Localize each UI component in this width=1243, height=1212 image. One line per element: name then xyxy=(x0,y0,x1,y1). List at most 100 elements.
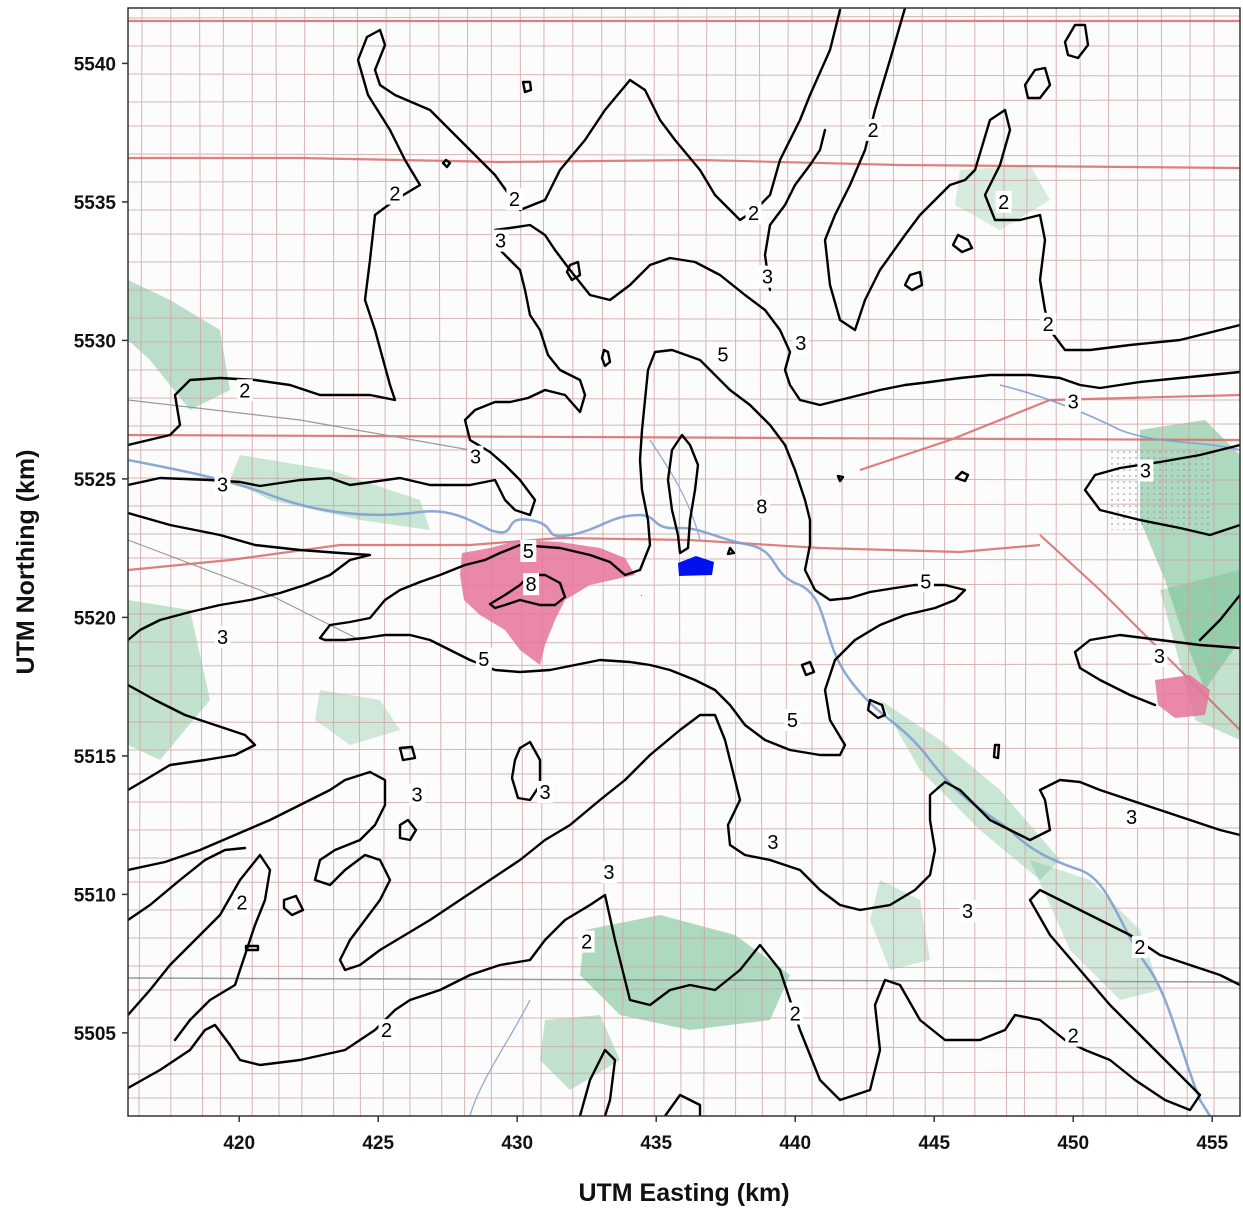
grid-road xyxy=(128,827,1240,831)
contour-label-3: 3 xyxy=(495,231,506,253)
contour-line-8 xyxy=(488,573,567,610)
contour-closed xyxy=(441,158,452,169)
grid-road xyxy=(1023,8,1028,1116)
contour-label-3: 3 xyxy=(603,862,614,884)
contour-label-background xyxy=(1065,390,1082,413)
contour-label-3: 3 xyxy=(217,627,228,649)
highway xyxy=(859,393,1240,472)
vegetation-patch xyxy=(315,690,400,745)
grid-road xyxy=(1160,8,1165,1116)
brandon-city-area xyxy=(460,540,635,665)
grid-road xyxy=(1186,8,1191,1116)
contour-label-background xyxy=(787,1002,804,1025)
x-axis: 420 425 430 435 440 445 450 455 xyxy=(223,1116,1228,1154)
contour-label-2: 2 xyxy=(389,184,400,206)
creek xyxy=(999,384,1240,451)
highway xyxy=(128,536,1041,572)
x-tick-label: 455 xyxy=(1196,1133,1228,1154)
grid-road xyxy=(128,179,1240,183)
contour-label-background xyxy=(492,229,509,252)
highway xyxy=(128,156,1240,170)
x-tick-label: 450 xyxy=(1057,1133,1089,1154)
contour-line-8 xyxy=(666,433,700,555)
contour-closed xyxy=(244,944,260,952)
contour-label-3: 3 xyxy=(1140,461,1151,483)
y-tick-label: 5510 xyxy=(74,885,116,906)
grid-road xyxy=(128,965,1240,969)
x-tick-label: 430 xyxy=(501,1133,533,1154)
contour-label-2: 2 xyxy=(1134,937,1145,959)
contour-label-background xyxy=(467,445,484,468)
grid-road xyxy=(128,907,1240,911)
contour-label-2: 2 xyxy=(1043,314,1054,336)
x-tick-label: 425 xyxy=(362,1133,394,1154)
contour-label-background xyxy=(214,625,231,648)
contour-label-background xyxy=(520,539,537,562)
railway xyxy=(128,399,471,451)
creek xyxy=(649,439,701,541)
contour-label-background xyxy=(578,930,595,953)
grid-road xyxy=(438,8,443,1116)
contour-label-background xyxy=(378,1019,395,1042)
grid-road xyxy=(128,99,1240,103)
grid-road xyxy=(1105,8,1110,1116)
x-tick-label: 440 xyxy=(779,1133,811,1154)
contour-label-background xyxy=(764,830,781,853)
contour-label-background xyxy=(1151,645,1168,668)
contour-closed xyxy=(1063,23,1090,60)
contour-label-2: 2 xyxy=(1068,1026,1079,1048)
contour-line-3 xyxy=(763,128,827,292)
contour-line-3 xyxy=(510,740,542,802)
contour-label-3: 3 xyxy=(1154,646,1165,668)
y-tick-label: 5540 xyxy=(74,54,116,75)
contour-label-background xyxy=(995,190,1012,213)
contour-label-background xyxy=(1065,1024,1082,1047)
grid-road xyxy=(677,8,682,1116)
contour-label-background xyxy=(1123,805,1140,828)
grid-road xyxy=(138,8,143,1116)
contour-label-5: 5 xyxy=(787,710,798,732)
contour-closed xyxy=(951,233,974,254)
vegetation-patch xyxy=(1030,860,1160,1000)
contour-label-5: 5 xyxy=(523,541,534,563)
contour-label-background xyxy=(600,861,617,884)
x-tick-label: 445 xyxy=(918,1133,950,1154)
grid-road xyxy=(758,8,763,1116)
x-tick-label: 420 xyxy=(223,1133,255,1154)
contour-line-3 xyxy=(128,223,1240,517)
contour-label-background xyxy=(523,573,540,596)
contour-label-background xyxy=(386,182,403,205)
contour-label-background xyxy=(233,891,250,914)
contour-line-3 xyxy=(128,713,1240,972)
grid-road xyxy=(219,8,224,1116)
grid-road xyxy=(128,15,1240,19)
contour-line-2 xyxy=(128,853,272,1042)
urban-area-layer xyxy=(460,540,1210,718)
assiniboine-river xyxy=(128,458,1212,1116)
contour-label-2: 2 xyxy=(581,931,592,953)
grid-road xyxy=(128,987,1240,991)
contour-label-3: 3 xyxy=(795,333,806,355)
contour-line-3 xyxy=(128,683,257,792)
x-axis-title: UTM Easting (km) xyxy=(578,1179,789,1207)
grid-road xyxy=(128,233,1240,237)
contour-label-background xyxy=(214,473,231,496)
contour-label-background xyxy=(759,265,776,288)
contour-closed xyxy=(565,260,582,282)
railway xyxy=(128,539,361,641)
contour-label-background xyxy=(753,495,770,518)
contour-closed xyxy=(866,698,887,720)
grid-road xyxy=(128,881,1240,885)
grid-road xyxy=(840,8,845,1116)
contour-line-3 xyxy=(128,846,247,922)
vegetation-patch xyxy=(870,880,930,970)
contour-label-2: 2 xyxy=(239,380,250,402)
contour-closed xyxy=(800,660,816,677)
grid-road xyxy=(128,721,1240,725)
vegetation-patch xyxy=(128,600,210,760)
contour-closed xyxy=(1023,66,1052,100)
y-axis: 5505 5510 5515 5520 5525 5530 5535 5540 xyxy=(74,54,128,1045)
grid-road xyxy=(301,8,306,1116)
contour-label-2: 2 xyxy=(867,120,878,142)
contour-label-3: 3 xyxy=(962,901,973,923)
